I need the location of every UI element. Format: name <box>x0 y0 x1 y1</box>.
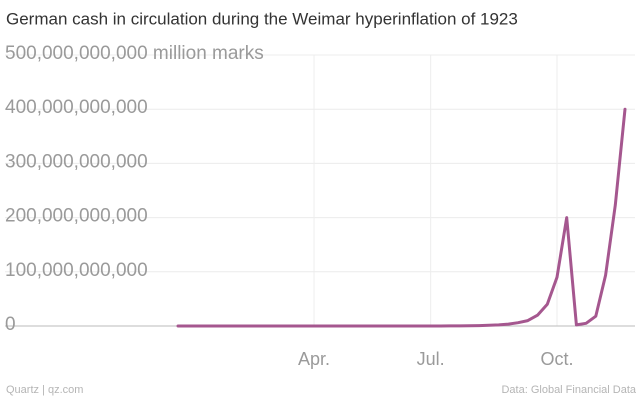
chart-title: German cash in circulation during the We… <box>6 9 518 28</box>
x-tick-label: Oct. <box>540 349 573 369</box>
y-tick-label: 200,000,000,000 <box>5 206 148 227</box>
y-tick-label: 500,000,000,000 million marks <box>5 43 264 64</box>
source: Data: Global Financial Data <box>501 384 636 396</box>
line <box>176 107 627 328</box>
y-tick-label: 300,000,000,000 <box>5 151 148 172</box>
credit: Quartz | qz.com <box>6 384 83 396</box>
y-tick-label: 100,000,000,000 <box>5 260 148 281</box>
y-tick-label: 0 <box>5 314 16 335</box>
x-tick-label: Apr. <box>298 349 330 369</box>
y-tick-label: 400,000,000,000 <box>5 97 148 118</box>
x-tick-label: Jul. <box>417 349 445 369</box>
